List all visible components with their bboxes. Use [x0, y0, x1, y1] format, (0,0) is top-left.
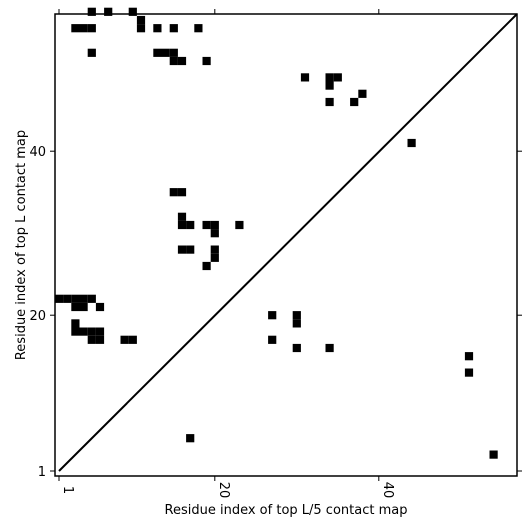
contact-cell — [87, 294, 96, 303]
x-tick-label: 40 — [380, 482, 395, 499]
contact-cell — [79, 327, 88, 336]
contact-cell — [95, 302, 105, 312]
contact-cell — [186, 434, 195, 443]
contact-cell — [325, 73, 334, 82]
contact-cell — [71, 24, 80, 33]
contact-cell — [177, 212, 187, 221]
contact-cell — [210, 253, 219, 262]
x-tick-label: 1 — [60, 486, 75, 494]
contact-cell — [210, 229, 219, 238]
contact-cell — [153, 24, 162, 33]
contact-cell — [202, 261, 211, 271]
contact-cell — [63, 294, 72, 303]
contact-cell — [169, 188, 178, 197]
contact-cell — [169, 56, 178, 66]
contact-cell — [194, 24, 203, 33]
axis-ticks: 1 20 40 1 20 40 — [29, 9, 522, 498]
contact-cell — [202, 220, 211, 230]
contact-cell — [292, 319, 301, 328]
contact-cell — [325, 81, 334, 90]
contact-cells — [54, 7, 498, 459]
contact-cell — [489, 450, 498, 459]
contact-cell — [95, 335, 105, 344]
plot-frame — [54, 13, 518, 477]
contact-cell — [358, 89, 367, 98]
contact-cell — [87, 24, 96, 33]
contact-cell — [71, 294, 80, 303]
contact-cell — [169, 48, 178, 57]
contact-cell — [292, 311, 301, 320]
contact-cell — [300, 73, 310, 82]
contact-cell — [186, 245, 195, 254]
contact-cell — [71, 327, 80, 336]
contact-cell — [350, 97, 359, 107]
contact-cell — [79, 24, 88, 33]
y-tick-label: 20 — [29, 309, 46, 324]
contact-cell — [177, 188, 187, 197]
y-tick-label: 40 — [29, 145, 46, 160]
contact-cell — [169, 24, 178, 33]
contact-cell — [177, 220, 187, 230]
contact-cell — [87, 48, 96, 57]
contact-cell — [120, 335, 129, 344]
contact-cell — [464, 368, 474, 377]
contact-cell — [71, 319, 80, 328]
contact-cell — [54, 294, 64, 303]
contact-cell — [292, 343, 301, 353]
contact-cell — [136, 24, 146, 33]
contact-cell — [177, 56, 187, 66]
contact-cell — [128, 335, 137, 344]
contact-cell — [186, 220, 195, 230]
contact-cell — [79, 302, 88, 312]
diagonal-line — [58, 13, 518, 472]
y-axis-label: Residue index of top L contact map — [14, 130, 29, 360]
contact-cell — [128, 7, 137, 16]
contact-cell — [210, 220, 219, 230]
contact-cell — [464, 352, 474, 361]
contact-cell — [161, 48, 170, 57]
contact-cell — [202, 56, 211, 66]
contact-cell — [153, 48, 162, 57]
contact-cell — [95, 327, 105, 336]
contact-cell — [325, 97, 334, 107]
contact-cell — [87, 335, 96, 344]
contact-cell — [268, 335, 277, 344]
contact-cell — [79, 294, 88, 303]
contact-cell — [136, 15, 146, 25]
x-tick-label: 20 — [216, 482, 231, 499]
x-axis-label: Residue index of top L/5 contact map — [165, 503, 408, 518]
contact-cell — [333, 73, 342, 82]
contact-cell — [177, 245, 187, 254]
contact-cell — [87, 327, 96, 336]
contact-cell — [104, 7, 113, 16]
contact-cell — [87, 7, 96, 16]
contact-cell — [407, 138, 416, 148]
contact-cell — [325, 343, 334, 353]
contact-cell — [71, 302, 80, 312]
contact-cell — [210, 245, 219, 254]
y-tick-label: 1 — [38, 465, 46, 480]
contact-cell — [268, 311, 277, 320]
contact-cell — [235, 220, 244, 230]
